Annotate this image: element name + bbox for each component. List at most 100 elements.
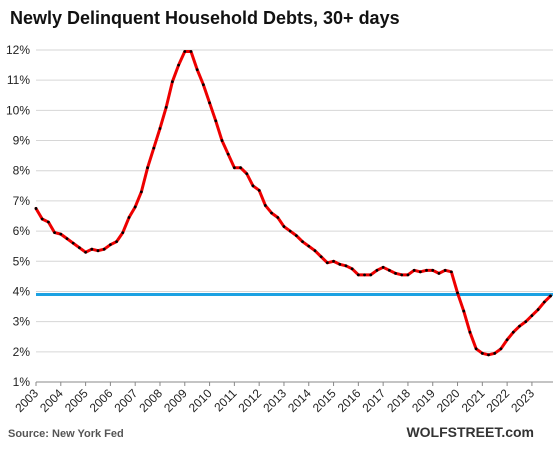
data-point (294, 234, 298, 238)
data-point (542, 300, 546, 304)
data-point (152, 146, 156, 150)
data-point (499, 347, 503, 351)
series-line (34, 50, 553, 357)
data-point (387, 268, 391, 272)
data-point (307, 244, 311, 248)
data-point (226, 152, 230, 156)
data-point (319, 255, 323, 259)
data-point (158, 127, 162, 130)
data-point (77, 246, 81, 250)
data-point (344, 264, 348, 268)
data-point (325, 261, 329, 265)
data-point (443, 268, 447, 272)
y-tick-label: 7% (13, 194, 31, 208)
source-note: Source: New York Fed (8, 428, 124, 440)
data-point (177, 63, 180, 67)
data-point (332, 259, 335, 263)
data-point (350, 267, 354, 271)
data-point (34, 207, 38, 210)
data-point (47, 220, 50, 224)
data-point (239, 166, 242, 170)
x-tick-label: 2020 (434, 386, 463, 415)
y-tick-label: 11% (7, 73, 30, 87)
y-tick-label: 6% (13, 224, 31, 238)
data-point (133, 205, 137, 209)
x-tick-label: 2013 (260, 386, 289, 415)
x-tick-label: 2006 (87, 386, 116, 415)
data-point (65, 237, 69, 241)
x-tick-label: 2012 (236, 386, 265, 415)
y-tick-label: 3% (13, 315, 31, 329)
data-point (245, 172, 249, 176)
data-point (480, 351, 484, 355)
data-point (301, 240, 304, 244)
data-point (468, 330, 472, 334)
data-point (394, 271, 397, 275)
data-point (412, 268, 416, 272)
data-point (418, 270, 422, 274)
data-point (524, 320, 528, 324)
series-group (34, 50, 553, 357)
x-tick-label: 2008 (136, 386, 165, 415)
x-tick-label: 2021 (459, 386, 488, 415)
data-point (425, 268, 428, 272)
y-tick-label: 9% (13, 134, 31, 148)
data-point (449, 270, 453, 274)
data-point (195, 68, 199, 72)
y-tick-label: 5% (13, 254, 31, 268)
data-point (139, 190, 143, 194)
x-tick-label: 2009 (161, 386, 190, 415)
data-point (313, 249, 317, 253)
y-tick-label: 2% (13, 345, 31, 359)
data-point (270, 211, 273, 215)
x-tick-label: 2019 (409, 386, 438, 415)
data-point (518, 324, 521, 328)
data-point (164, 105, 168, 109)
data-point (431, 268, 435, 272)
data-point (530, 314, 534, 317)
data-point (189, 50, 193, 53)
data-point (232, 166, 236, 170)
x-tick-label: 2022 (483, 386, 512, 415)
data-point (108, 243, 112, 247)
data-point (40, 217, 44, 221)
data-point (375, 268, 379, 272)
data-point (257, 188, 261, 192)
x-tick-label: 2016 (335, 386, 364, 415)
data-point (146, 166, 149, 170)
data-point (474, 347, 478, 351)
data-point (84, 250, 87, 254)
data-point (220, 139, 224, 142)
x-tick-label: 2010 (186, 386, 215, 415)
data-point (127, 216, 131, 219)
data-point (276, 216, 280, 219)
x-tick-label: 2004 (37, 386, 66, 415)
data-point (456, 291, 459, 295)
chart-title: Newly Delinquent Household Debts, 30+ da… (10, 8, 400, 28)
gridlines (36, 49, 553, 383)
data-point (170, 80, 174, 84)
data-point (71, 241, 75, 245)
x-tick-label: 2018 (384, 386, 413, 415)
data-point (462, 309, 466, 313)
data-point (59, 232, 63, 236)
data-point (363, 273, 366, 277)
data-point (536, 308, 540, 311)
data-point (263, 204, 267, 207)
y-tick-label: 4% (13, 284, 31, 298)
x-tick-label: 2011 (211, 386, 239, 414)
data-point (487, 353, 490, 357)
data-point (201, 83, 205, 87)
x-tick-label: 2015 (310, 386, 339, 415)
data-point (183, 50, 187, 53)
x-tick-label: 2005 (62, 386, 91, 415)
data-point (102, 247, 106, 251)
x-tick-label: 2003 (12, 386, 41, 415)
data-point (90, 247, 94, 251)
x-tick-label: 2017 (359, 386, 388, 415)
data-point (251, 184, 255, 188)
data-point (406, 273, 410, 277)
data-point (96, 249, 100, 253)
x-tick-label: 2007 (112, 386, 141, 415)
